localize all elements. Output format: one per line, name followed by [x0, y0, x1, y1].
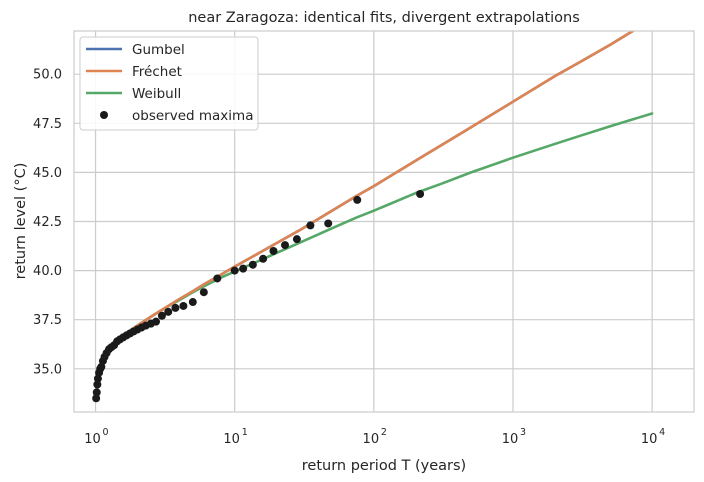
- observed-point: [92, 394, 101, 403]
- observed-point: [152, 317, 161, 326]
- series-points: [92, 190, 425, 403]
- y-tick-label: 50.0: [33, 68, 62, 83]
- y-tick-label: 37.5: [33, 313, 62, 328]
- y-tick-label: 40.0: [33, 264, 62, 279]
- x-tick-label: 10: [502, 432, 519, 447]
- observed-point: [416, 190, 425, 199]
- observed-point: [157, 311, 166, 320]
- y-tick-label: 35.0: [33, 362, 62, 377]
- observed-point: [93, 380, 102, 389]
- y-tick-label: 47.5: [33, 117, 62, 132]
- x-tick-exponent: 2: [381, 427, 387, 438]
- x-tick-exponent: 1: [242, 427, 248, 438]
- observed-point: [199, 288, 208, 297]
- observed-point: [239, 264, 248, 273]
- x-tick-exponent: 0: [103, 427, 109, 438]
- y-tick-label: 42.5: [33, 215, 62, 230]
- observed-point: [324, 219, 333, 228]
- y-axis-ticks: 35.0 37.5 40.0 42.5 45.0 47.5 50.0: [33, 68, 62, 378]
- observed-point: [248, 260, 257, 269]
- legend-gumbel-label: Gumbel: [132, 42, 185, 58]
- x-tick-label: 10: [363, 432, 380, 447]
- observed-point: [213, 274, 222, 283]
- x-tick-exponent: 4: [659, 427, 665, 438]
- observed-point: [281, 241, 290, 250]
- x-axis-label: return period T (years): [302, 458, 466, 474]
- observed-point: [171, 303, 180, 312]
- x-tick-label: 10: [84, 432, 101, 447]
- observed-point: [188, 298, 197, 307]
- y-tick-label: 45.0: [33, 166, 62, 181]
- observed-point: [292, 235, 301, 244]
- observed-point: [164, 307, 173, 316]
- legend: Gumbel Fréchet Weibull observed maxima: [79, 36, 259, 131]
- series-line-frchet: [100, 31, 636, 365]
- legend-observed-swatch: [100, 111, 108, 119]
- x-tick-exponent: 3: [520, 427, 526, 438]
- legend-frame: [79, 36, 259, 131]
- observed-point: [259, 254, 268, 263]
- grid-lines: [74, 31, 694, 412]
- x-tick-label: 10: [641, 432, 658, 447]
- observed-point: [269, 246, 278, 255]
- observed-point: [230, 266, 239, 275]
- observed-point: [353, 195, 362, 204]
- observed-point: [306, 221, 315, 230]
- legend-weibull-label: Weibull: [132, 86, 181, 102]
- observed-point: [92, 388, 101, 397]
- y-axis-label: return level (°C): [13, 163, 29, 280]
- plot-frame: [73, 30, 695, 413]
- legend-observed-label: observed maxima: [132, 108, 253, 124]
- legend-frechet-label: Fréchet: [132, 64, 182, 80]
- x-tick-label: 10: [223, 432, 240, 447]
- x-axis-ticks: 10 0 10 1 10 2 10 3 10 4: [84, 427, 665, 447]
- observed-point: [179, 301, 188, 310]
- chart-title: near Zaragoza: identical fits, divergent…: [188, 10, 580, 26]
